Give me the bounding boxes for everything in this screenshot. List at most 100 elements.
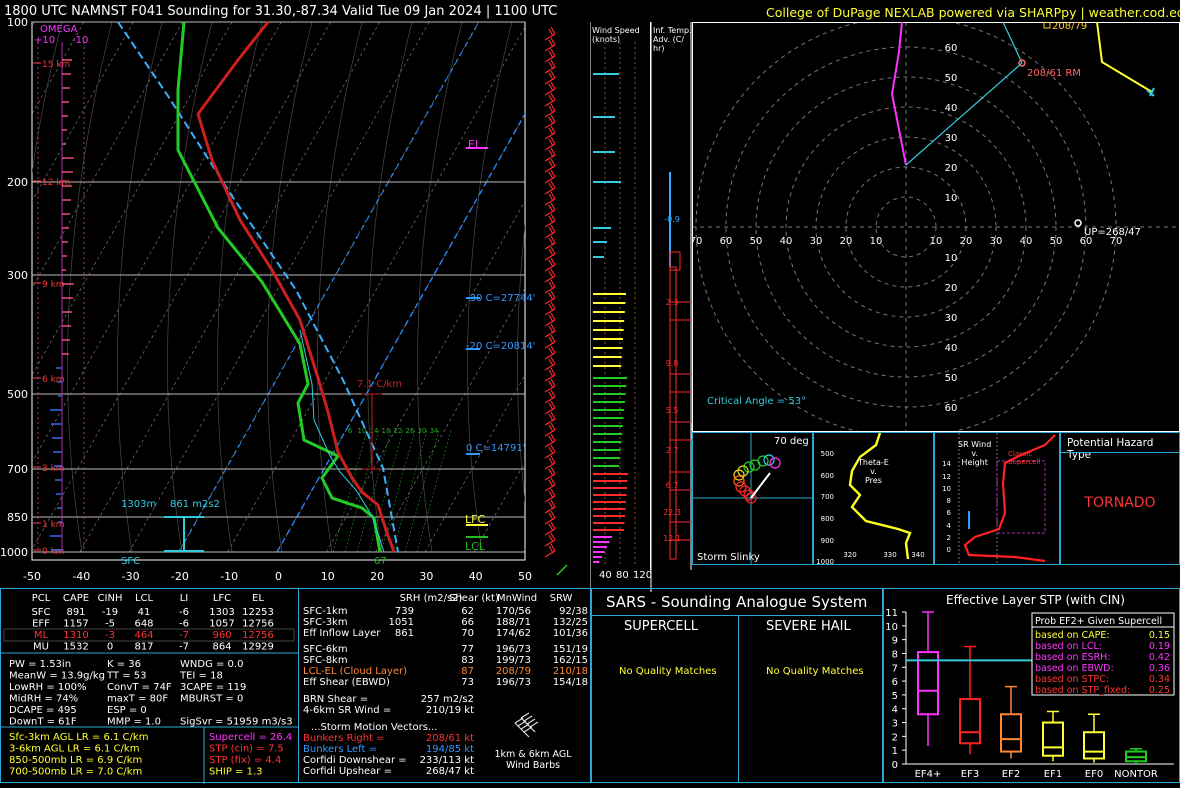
stp-box — [1000, 713, 1022, 753]
kin-srh: 739 — [395, 606, 414, 617]
dewpoint-trace — [176, 21, 382, 553]
mixing-ratio-label: 10 — [358, 427, 367, 435]
kin-shear: 87 — [461, 666, 474, 677]
hodo-y-label: 10 — [945, 193, 958, 204]
brn-value: 257 m2/s2 — [421, 694, 474, 705]
temp-axis-label: 20 — [370, 570, 384, 583]
stp-y-label: 10 — [885, 622, 898, 633]
temp-axis-label: 0 — [275, 570, 282, 583]
parcel-cell: -7 — [179, 630, 189, 641]
srwind-y-label: 12 — [942, 473, 951, 481]
parcel-header: LCL — [135, 593, 154, 604]
height-label: 9 km — [42, 280, 65, 290]
wind-barb — [544, 323, 556, 338]
stp-y-label: 0 — [892, 760, 898, 771]
parcel-cell: 864 — [212, 642, 231, 653]
kin-shear: 62 — [461, 606, 474, 617]
adv-segment — [669, 251, 681, 271]
srwind-trace — [963, 434, 1056, 563]
kin-row-label: Eff Inflow Layer — [303, 628, 381, 639]
index-col1: DownT = 61F — [9, 717, 77, 728]
stp-box — [1083, 731, 1105, 760]
kin-row-label: Eff Shear (EBWD) — [303, 677, 390, 688]
freezing-isotherm — [276, 112, 525, 553]
mixing-ratio-line — [356, 429, 392, 553]
stp-category: EF4+ — [915, 769, 942, 780]
wind-barb — [544, 213, 556, 228]
hodo-x-label: 70 — [1110, 236, 1123, 247]
thetae-trace — [848, 432, 912, 560]
sr-wind-panel: 14 12 10 8 6 4 2 0 — [934, 432, 1060, 565]
critical-angle: Critical Angle = 53° — [707, 396, 807, 407]
theta-e-panel: 500 600 700 800 900 1000 320 330 340 — [813, 432, 934, 566]
wind-tick-120: 120 — [633, 570, 653, 581]
wind-barb — [544, 367, 556, 382]
dry-adiabat — [517, 223, 525, 504]
prob-label: based on CAPE: — [1035, 630, 1110, 641]
temp-axis-label: -40 — [72, 570, 90, 583]
wind-barb — [544, 411, 556, 426]
el-label: EL — [468, 138, 482, 151]
wind-barb — [544, 301, 556, 316]
m20-isotherm — [178, 22, 480, 553]
isotherm-0: 0 C=14791' — [466, 443, 526, 454]
parcel-cell: 12756 — [242, 619, 274, 630]
hodo-x-label: 20 — [960, 236, 973, 247]
srwind-y-label: 0 — [947, 546, 951, 554]
kin-mnwind: 170/56 — [496, 606, 531, 617]
wind-barb — [544, 48, 556, 63]
parcel-cell: -6 — [179, 619, 189, 630]
hodo-x-label: 10 — [930, 236, 943, 247]
kin-srh: 861 — [395, 628, 414, 639]
slinky-ring — [757, 455, 769, 467]
storm-motion-value: 233/113 kt — [420, 755, 475, 766]
slinky-ring — [745, 492, 757, 504]
wind-barb — [544, 499, 556, 514]
stp-y-label: 7 — [892, 663, 898, 674]
hodo-y-label: 40 — [945, 343, 958, 354]
stp-y-label: 8 — [892, 649, 898, 660]
hodo-y-label: 10 — [945, 253, 958, 264]
sfc-label: SFC — [121, 556, 141, 567]
kinematics-panel: SRH (m2/s2) Shear (kt) MnWind SRW SFC-1km 739… — [298, 588, 591, 783]
dry-adiabat — [67, 22, 113, 553]
wind-barb — [544, 37, 556, 52]
kin-shear: 83 — [461, 655, 474, 666]
prob-label: based on LCL: — [1035, 641, 1102, 652]
slinky-label: Storm Slinky — [697, 552, 760, 563]
pressure-label: 850 — [7, 511, 28, 524]
index-col3: WNDG = 0.0 — [180, 659, 243, 670]
kin-shear: 66 — [461, 617, 474, 628]
skewt-chart: 100 200 300 500 700 850 1000 -50 -40 -30 -20 -10 0 10… — [0, 16, 568, 583]
slinky-ring — [739, 485, 751, 497]
mixing-ratio-label: 14 — [370, 427, 379, 435]
pressure-label: 300 — [7, 269, 28, 282]
barb-label: 1km & 6km AGL — [494, 749, 572, 760]
omega-left: +10 — [34, 35, 56, 46]
pressure-label: 200 — [7, 176, 28, 189]
stp-box — [959, 698, 981, 745]
temp-axis-label: 30 — [419, 570, 433, 583]
kin-mnwind: 196/73 — [496, 677, 531, 688]
composite-index: STP (fix) = 4.4 — [209, 755, 281, 766]
storm-motion-label: Corfidi Downshear = — [303, 755, 407, 766]
srwind-y-label: 2 — [947, 534, 951, 542]
hodo-x-label: 10 — [870, 236, 883, 247]
storm-slinky-panel — [692, 432, 813, 565]
lapse-rate: 850-500mb LR = 6.9 C/km — [9, 755, 142, 766]
height-label: 1 km — [42, 520, 65, 530]
wind-barb — [544, 433, 556, 448]
kin-mnwind: 199/73 — [496, 655, 531, 666]
hodo-x-label: 30 — [810, 236, 823, 247]
wind-barb — [544, 345, 556, 360]
parcel-trace — [117, 21, 399, 553]
wind-barb — [544, 400, 556, 415]
adv-value: 6.7 — [666, 481, 679, 490]
mixing-ratio-line — [368, 429, 404, 553]
pressure-label: 100 — [7, 16, 28, 29]
slinky-ring — [763, 454, 775, 466]
wind-barb — [544, 246, 556, 261]
mixing-ratio-label: 30 — [418, 427, 427, 435]
mixing-ratio-label: 26 — [406, 427, 415, 435]
sr46-value: 210/19 kt — [426, 705, 474, 716]
